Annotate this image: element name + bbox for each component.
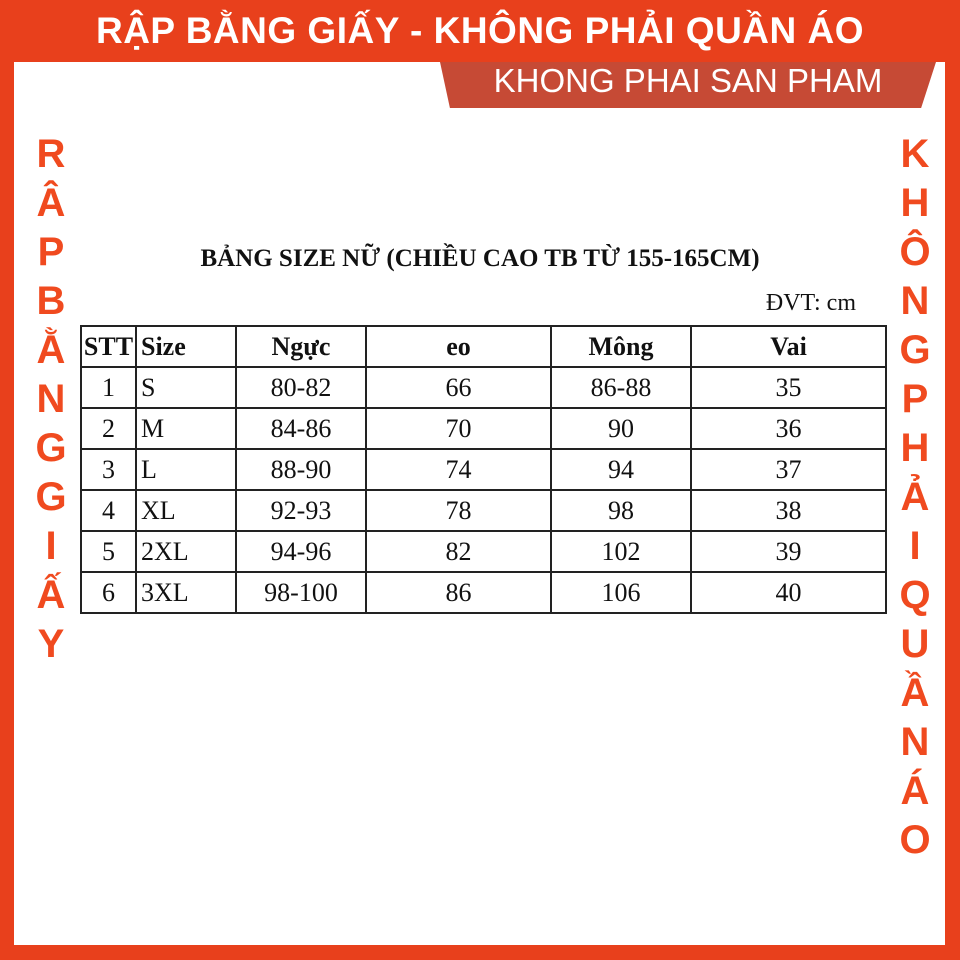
- vertical-letter: U: [900, 622, 930, 666]
- vertical-letter: G: [899, 328, 931, 372]
- unit-label: ĐVT: cm: [765, 290, 856, 316]
- vertical-letter: Â: [36, 181, 66, 225]
- table-cell: 74: [365, 448, 552, 491]
- table-cell: 86: [365, 571, 552, 614]
- col-nguc: Ngực: [235, 325, 367, 368]
- table-cell: 6: [80, 571, 137, 614]
- vertical-letter: I: [45, 524, 57, 568]
- table-cell: 35: [690, 366, 887, 409]
- table-cell: 98: [550, 489, 692, 532]
- vertical-letter: Y: [37, 622, 65, 666]
- table-cell: 88-90: [235, 448, 367, 491]
- vertical-letter: H: [900, 181, 930, 225]
- table-row: 5 2XL 94-96 82 102 39: [80, 530, 887, 573]
- table-cell: 98-100: [235, 571, 367, 614]
- vertical-letter: N: [900, 720, 930, 764]
- vertical-letter: P: [37, 230, 65, 274]
- table-cell: 94: [550, 448, 692, 491]
- col-eo: eo: [365, 325, 552, 368]
- vertical-letter: B: [36, 279, 66, 323]
- table-cell: 3: [80, 448, 137, 491]
- table-cell: XL: [135, 489, 237, 532]
- vertical-letter: I: [909, 524, 921, 568]
- vertical-letter: P: [901, 377, 929, 421]
- vertical-letter: N: [900, 279, 930, 323]
- table-row: 4 XL 92-93 78 98 38: [80, 489, 887, 532]
- vertical-letter: Á: [900, 769, 930, 813]
- vertical-letter: N: [36, 377, 66, 421]
- vertical-letter: R: [36, 132, 66, 176]
- vertical-letter: G: [35, 426, 67, 470]
- table-cell: 1: [80, 366, 137, 409]
- table-cell: 102: [550, 530, 692, 573]
- table-title: BẢNG SIZE NỮ (CHIỀU CAO TB TỪ 155-165CM): [200, 245, 760, 272]
- vertical-letter: Ầ: [900, 671, 930, 715]
- table-cell: 70: [365, 407, 552, 450]
- top-banner: RẬP BẰNG GIẤY - KHÔNG PHẢI QUẦN ÁO: [0, 0, 960, 62]
- table-cell: 78: [365, 489, 552, 532]
- table-cell: 3XL: [135, 571, 237, 614]
- vertical-letter: O: [899, 818, 931, 862]
- table-cell: 90: [550, 407, 692, 450]
- table-cell: 80-82: [235, 366, 367, 409]
- table-cell: 4: [80, 489, 137, 532]
- table-cell: 86-88: [550, 366, 692, 409]
- table-cell: 5: [80, 530, 137, 573]
- table-cell: 106: [550, 571, 692, 614]
- vertical-letter: Ô: [899, 230, 931, 274]
- vertical-letter: H: [900, 426, 930, 470]
- table-cell: 84-86: [235, 407, 367, 450]
- table-row: 2 M 84-86 70 90 36: [80, 407, 887, 450]
- table-cell: 92-93: [235, 489, 367, 532]
- table-header-row: STT Size Ngực eo Mông Vai: [80, 325, 887, 368]
- table-row: 6 3XL 98-100 86 106 40: [80, 571, 887, 614]
- table-cell: 94-96: [235, 530, 367, 573]
- table-cell: 38: [690, 489, 887, 532]
- table-row: 1 S 80-82 66 86-88 35: [80, 366, 887, 409]
- table-cell: 66: [365, 366, 552, 409]
- table-cell: 39: [690, 530, 887, 573]
- size-table: STT Size Ngực eo Mông Vai 1 S 80-82 66 86-88…: [80, 325, 887, 614]
- table-cell: 40: [690, 571, 887, 614]
- col-mong: Mông: [550, 325, 692, 368]
- table-row: 3 L 88-90 74 94 37: [80, 448, 887, 491]
- table-cell: S: [135, 366, 237, 409]
- table-cell: L: [135, 448, 237, 491]
- vertical-letter: Q: [899, 573, 931, 617]
- table-cell: 2: [80, 407, 137, 450]
- vertical-letter: Ằ: [36, 328, 66, 372]
- vertical-letter: Ấ: [36, 573, 66, 617]
- table-cell: 82: [365, 530, 552, 573]
- vertical-letter: G: [35, 475, 67, 519]
- col-stt: STT: [80, 325, 137, 368]
- table-cell: 37: [690, 448, 887, 491]
- col-size: Size: [135, 325, 237, 368]
- sub-banner: KHONG PHAI SAN PHAM: [440, 62, 936, 108]
- vertical-letter: Ả: [900, 475, 930, 519]
- table-cell: M: [135, 407, 237, 450]
- vertical-letter: K: [900, 132, 930, 176]
- col-vai: Vai: [690, 325, 887, 368]
- table-cell: 2XL: [135, 530, 237, 573]
- table-cell: 36: [690, 407, 887, 450]
